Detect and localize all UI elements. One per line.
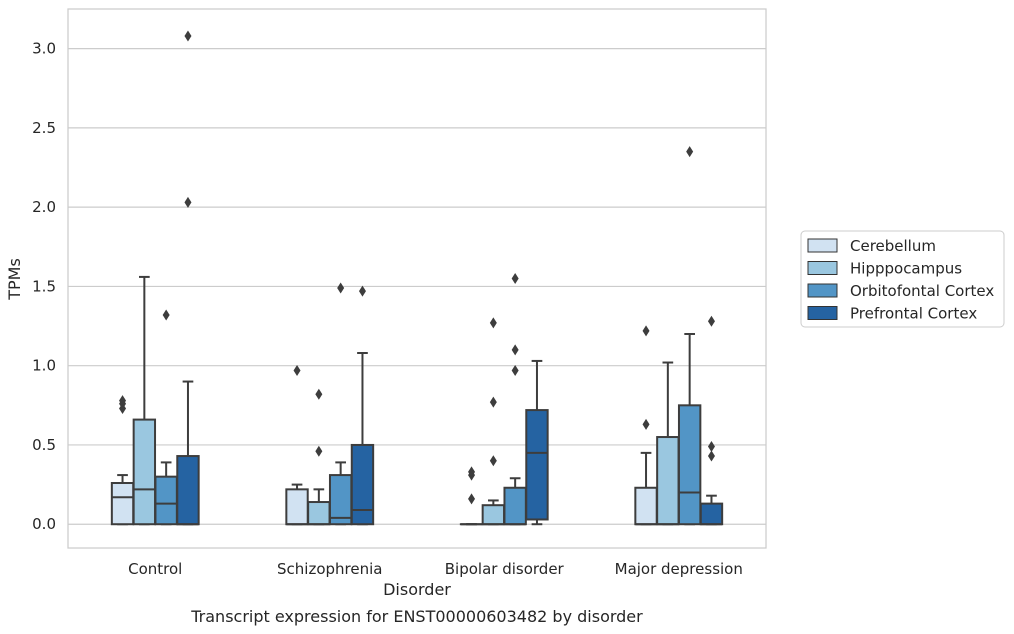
y-axis-label: TPMs — [5, 258, 24, 301]
y-tick-label: 1.0 — [32, 357, 56, 375]
chart-caption: Transcript expression for ENST0000060348… — [190, 607, 643, 626]
box-prefrontal-cortex — [350, 285, 375, 526]
box-iqr — [285, 488, 309, 526]
box-iqr — [634, 486, 658, 526]
x-axis-label: Disorder — [383, 580, 451, 599]
legend-label: Hipppocampus — [850, 260, 962, 278]
box-orbitofontal-cortex — [154, 309, 178, 526]
legend-swatch — [807, 238, 838, 253]
legend-swatch — [807, 283, 838, 298]
outlier-point — [707, 450, 715, 462]
box-series — [110, 30, 724, 526]
outlier-point — [468, 466, 476, 478]
box-iqr — [481, 504, 506, 526]
x-axis-ticks: Control Schizophrenia Bipolar disorder Majo… — [128, 560, 743, 578]
box-orbitofontal-cortex — [503, 273, 527, 526]
box-iqr — [350, 443, 375, 526]
outlier-point — [315, 445, 323, 457]
box-iqr — [132, 418, 157, 526]
outlier-point — [184, 196, 192, 208]
gridlines — [68, 48, 766, 525]
plot-frame — [67, 8, 767, 549]
box-orbitofontal-cortex — [677, 146, 702, 526]
outlier-point — [642, 418, 650, 430]
outlier-point — [358, 285, 366, 297]
outlier-point — [707, 441, 715, 453]
box-hipppocampus — [307, 388, 331, 526]
outlier-point — [642, 325, 650, 337]
x-tick-label: Schizophrenia — [277, 560, 382, 578]
box-iqr — [154, 475, 178, 526]
legend-swatch — [807, 306, 838, 320]
box-cerebellum — [634, 325, 658, 526]
outlier-point — [468, 493, 476, 505]
outlier-point — [162, 309, 170, 321]
y-tick-label: 0.0 — [32, 515, 56, 533]
outlier-point — [119, 395, 127, 407]
x-tick-label: Bipolar disorder — [445, 560, 565, 578]
legend-label: Prefrontal Cortex — [850, 305, 977, 323]
outlier-point — [686, 146, 694, 158]
box-hipppocampus — [656, 361, 680, 526]
y-tick-label: 0.5 — [32, 436, 56, 454]
legend-label: Orbitofontal Cortex — [850, 282, 994, 300]
box-iqr — [677, 404, 702, 526]
outlier-point — [293, 364, 301, 376]
outlier-point — [511, 344, 519, 356]
x-tick-label: Major depression — [615, 560, 743, 578]
box-hipppocampus — [132, 275, 157, 526]
box-hipppocampus — [481, 317, 506, 526]
outlier-point — [337, 282, 345, 294]
outlier-point — [489, 317, 497, 329]
outlier-point — [489, 396, 497, 408]
y-tick-label: 2.5 — [32, 119, 56, 137]
x-tick-label: Control — [128, 560, 182, 578]
box-prefrontal-cortex — [699, 315, 724, 526]
outlier-point — [489, 455, 497, 467]
box-iqr — [110, 482, 135, 526]
outlier-point — [315, 388, 323, 400]
box-iqr — [699, 502, 724, 526]
y-tick-label: 2.0 — [32, 198, 56, 216]
legend: Cerebellum Hipppocampus Orbitofontal Corte… — [800, 230, 1005, 328]
box-iqr — [307, 501, 331, 526]
box-iqr — [328, 474, 353, 526]
legend-label: Cerebellum — [850, 237, 936, 255]
box-iqr — [525, 409, 549, 521]
box-prefrontal-cortex — [525, 359, 549, 526]
y-axis-ticks: 0.0 0.5 1.0 1.5 2.0 2.5 3.0 — [32, 40, 56, 534]
box-cerebellum — [459, 466, 484, 526]
outlier-point — [511, 364, 519, 376]
box-iqr — [176, 455, 200, 526]
legend-box — [800, 230, 1005, 328]
y-tick-label: 1.5 — [32, 277, 56, 295]
outlier-point — [184, 30, 192, 42]
box-cerebellum — [285, 364, 309, 526]
box-orbitofontal-cortex — [328, 282, 353, 526]
box-cerebellum — [110, 395, 135, 526]
box-iqr — [503, 486, 527, 526]
outlier-point — [511, 273, 519, 284]
y-tick-label: 3.0 — [32, 40, 56, 58]
legend-swatch — [807, 261, 838, 275]
box-prefrontal-cortex — [176, 30, 200, 526]
outlier-point — [707, 315, 715, 327]
box-iqr — [656, 436, 680, 526]
